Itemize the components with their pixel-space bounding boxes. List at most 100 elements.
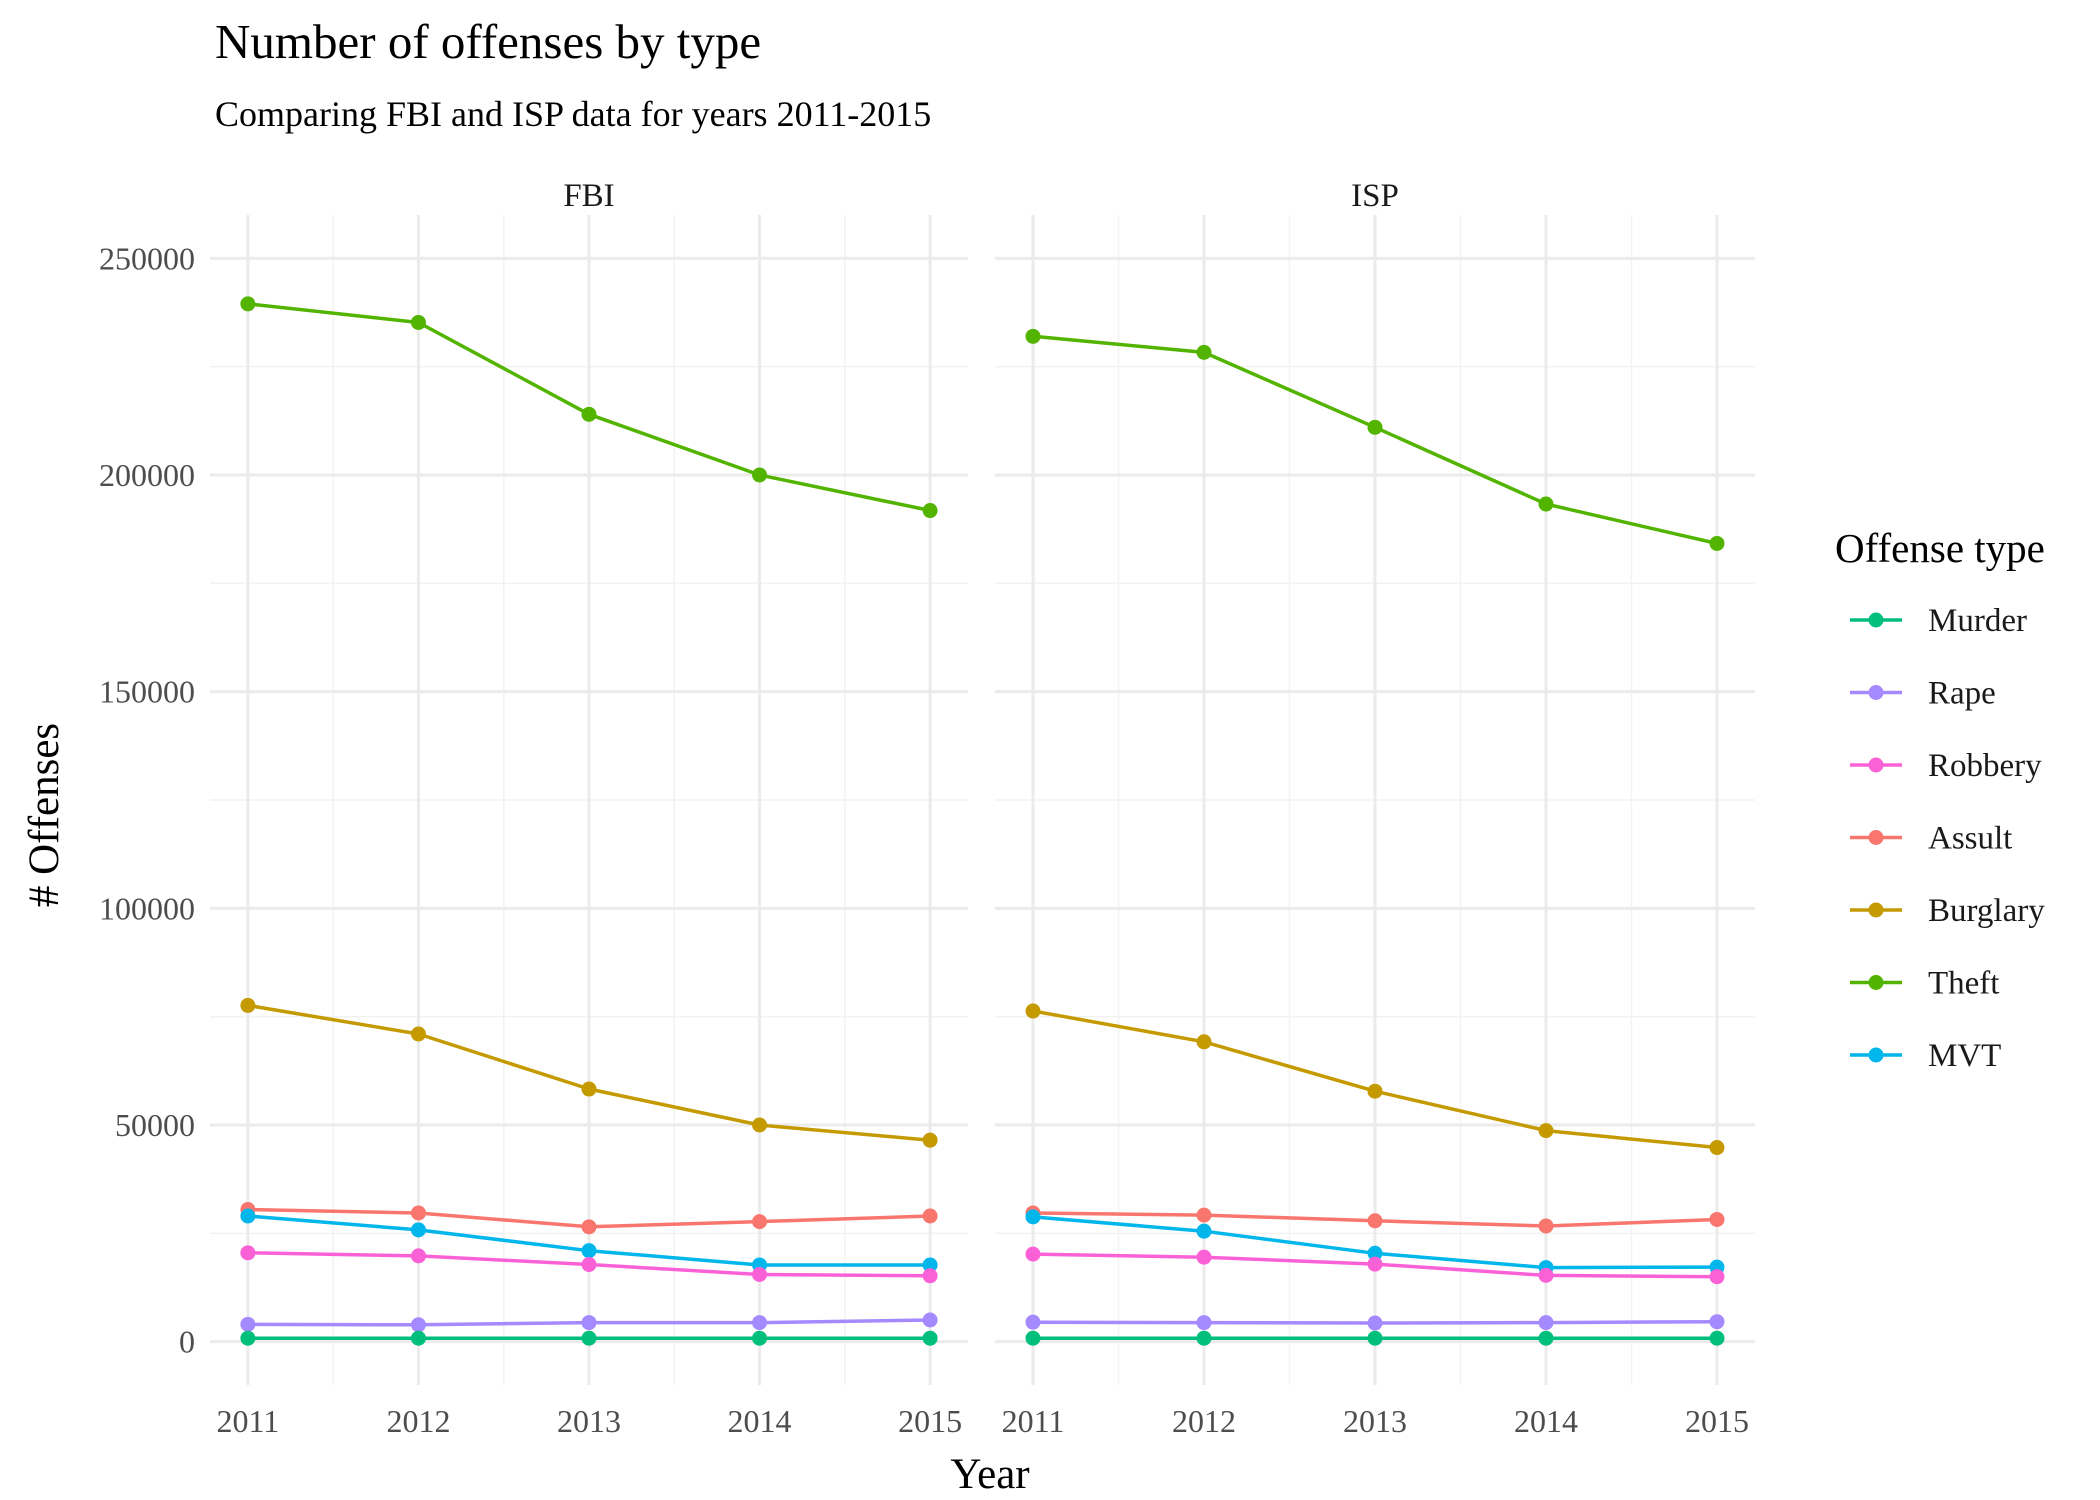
x-tick-label: 2013 <box>557 1403 621 1439</box>
data-point <box>922 1257 938 1273</box>
chart-title: Number of offenses by type <box>215 14 761 69</box>
series-murder <box>240 1330 938 1346</box>
data-point <box>1367 1256 1383 1272</box>
x-tick-label: 2012 <box>1172 1403 1236 1439</box>
data-point <box>922 1208 938 1224</box>
data-point <box>1196 1249 1212 1265</box>
data-point <box>1196 1223 1212 1239</box>
data-point <box>410 1222 426 1238</box>
data-point <box>1367 1083 1383 1099</box>
data-point <box>581 1081 597 1097</box>
series-rape <box>240 1312 938 1333</box>
y-axis-ticks: 0 50000 100000 150000 200000 250000 <box>99 240 195 1359</box>
legend: Offense type Murder Rape Robbery Assult Burg… <box>1835 525 2045 1074</box>
legend-key-point <box>1868 830 1884 845</box>
y-tick-label: 0 <box>179 1324 195 1360</box>
data-point <box>240 1208 256 1224</box>
x-tick-label: 2015 <box>898 1403 962 1439</box>
legend-key-point <box>1868 902 1884 918</box>
data-point <box>581 1257 597 1273</box>
series-robbery <box>1025 1246 1725 1285</box>
data-point <box>752 1117 768 1133</box>
data-point <box>922 1330 938 1346</box>
x-tick-label: 2014 <box>1514 1403 1578 1439</box>
legend-entry-robbery: Robbery <box>1850 748 2042 784</box>
legend-label: Rape <box>1928 676 1996 712</box>
panel-strip-label: FBI <box>563 178 614 214</box>
legend-entry-burglary: Burglary <box>1850 893 2045 929</box>
legend-label: Burglary <box>1928 893 2045 929</box>
data-point <box>752 1267 768 1282</box>
data-point <box>240 1316 256 1332</box>
data-point <box>1196 1034 1212 1050</box>
series-theft <box>1025 328 1725 551</box>
legend-entry-mvt: MVT <box>1850 1038 2001 1074</box>
legend-key-point <box>1868 612 1884 628</box>
x-tick-label: 2011 <box>1002 1403 1065 1439</box>
data-point <box>1538 1330 1554 1346</box>
data-point <box>240 296 256 312</box>
data-point <box>581 1219 597 1235</box>
data-point <box>240 1330 256 1346</box>
chart-subtitle: Comparing FBI and ISP data for years 201… <box>215 94 931 134</box>
data-point <box>1367 1330 1383 1346</box>
legend-label: Theft <box>1928 966 1999 1002</box>
facet-panels: FBI 2011 2012 2013 2014 2015 ISP 2011 2012 2013 20… <box>210 178 1755 1439</box>
data-point <box>1709 535 1725 551</box>
data-point <box>922 503 938 519</box>
series-rape <box>1025 1314 1725 1331</box>
data-point <box>410 314 426 330</box>
data-point <box>752 1330 768 1346</box>
data-point <box>1367 1245 1383 1261</box>
panel-isp: ISP 2011 2012 2013 2014 2015 <box>995 178 1755 1439</box>
panel-strip-label: ISP <box>1351 178 1399 214</box>
legend-title: Offense type <box>1835 525 2045 571</box>
y-tick-label: 200000 <box>99 457 195 493</box>
data-point <box>581 1330 597 1346</box>
x-tick-label: 2013 <box>1343 1403 1407 1439</box>
data-point <box>1709 1314 1725 1330</box>
data-point <box>581 1243 597 1259</box>
data-point <box>752 1315 768 1331</box>
legend-key-point <box>1868 1047 1884 1063</box>
series-burglary <box>1025 1003 1725 1156</box>
data-point <box>410 1330 426 1346</box>
data-point <box>922 1268 938 1284</box>
y-tick-label: 50000 <box>115 1107 195 1143</box>
series-robbery <box>240 1245 938 1284</box>
data-point <box>1538 496 1554 512</box>
data-point <box>752 467 768 483</box>
legend-label: Robbery <box>1928 748 2042 784</box>
x-axis-title: Year <box>950 1451 1029 1498</box>
data-point <box>410 1248 426 1264</box>
data-point <box>1367 1315 1383 1331</box>
data-point <box>1367 1213 1383 1229</box>
data-point <box>410 1026 426 1042</box>
legend-key-point <box>1868 685 1884 700</box>
y-axis-title: # Offenses <box>21 723 68 907</box>
data-point <box>1709 1330 1725 1346</box>
y-tick-label: 250000 <box>99 240 195 276</box>
x-tick-label: 2012 <box>386 1403 450 1439</box>
x-tick-label: 2015 <box>1685 1403 1749 1439</box>
y-tick-label: 150000 <box>99 674 195 710</box>
data-point <box>1367 419 1383 435</box>
data-point <box>1025 1246 1041 1262</box>
series-theft <box>240 296 938 519</box>
legend-label: Assult <box>1928 821 2012 857</box>
data-point <box>581 1315 597 1331</box>
data-point <box>581 406 597 422</box>
data-point <box>922 1312 938 1328</box>
data-point <box>1196 1315 1212 1331</box>
panel-fbi: FBI 2011 2012 2013 2014 2015 <box>210 178 968 1439</box>
data-point <box>410 1205 426 1221</box>
x-tick-label: 2014 <box>728 1403 792 1439</box>
data-point <box>752 1214 768 1230</box>
data-point <box>1025 1314 1041 1330</box>
data-point <box>240 997 256 1013</box>
data-point <box>1538 1315 1554 1331</box>
series-murder <box>1025 1330 1725 1346</box>
legend-entry-theft: Theft <box>1850 966 1999 1002</box>
legend-key-point <box>1868 975 1884 990</box>
